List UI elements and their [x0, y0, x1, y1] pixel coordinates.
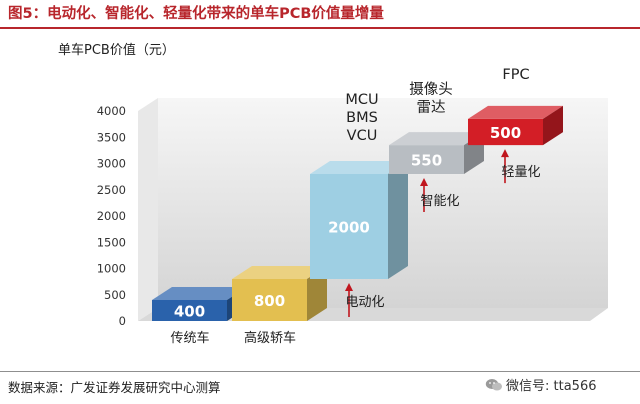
data-source-note: 数据来源：广发证券发展研究中心测算: [8, 380, 221, 395]
y-tick-label-500: 500: [104, 288, 126, 302]
y-tick-label-1500: 1500: [97, 235, 126, 249]
bar-3: 2000 MCU BMS VCU: [310, 92, 408, 317]
y-axis-ticks: 0 500 1000 1500 2000 2500 3000 3500 4000: [97, 104, 126, 328]
bar-top-5: [468, 105, 563, 119]
bar-front-3: [310, 174, 388, 279]
y-tick-label-2000: 2000: [97, 209, 126, 223]
bar-value-label-1: 400: [174, 303, 205, 321]
incremental-pcb-value-chart: 单车PCB价值（元） 0 500 1000 1500 2000 2500 3000 3500 4…: [58, 42, 608, 346]
component-label-4: 摄像头雷达: [409, 81, 453, 116]
chart-left-wall: [138, 98, 158, 321]
arrow-head-3: [345, 283, 353, 291]
bars-layer: 400 800 2000 MCU BMS VCU 550 摄像头雷达 500 FPC: [152, 67, 563, 321]
bar-top-1: [152, 287, 247, 300]
y-tick-label-0: 0: [119, 314, 126, 328]
arrow-head-5: [501, 149, 509, 158]
category-label-3: 电动化: [345, 295, 384, 310]
wechat-id-text: 微信号: tta566: [506, 379, 597, 394]
bar-value-label-2: 800: [254, 292, 285, 310]
bar-top-2: [232, 266, 327, 279]
bar-side-2: [307, 266, 327, 321]
category-label-5: 轻量化: [501, 165, 540, 180]
arrow-head-4: [420, 178, 428, 186]
component-label-5: FPC: [502, 67, 529, 83]
bar-side-5: [543, 105, 563, 146]
title-divider: [0, 27, 640, 29]
category-label-2: 高级轿车: [244, 330, 296, 346]
bar-value-label-4: 550: [411, 152, 442, 170]
y-tick-label-3500: 3500: [97, 130, 126, 144]
category-label-4: 智能化: [420, 194, 459, 209]
category-label-1: 传统车: [170, 330, 209, 346]
bar-front-2: [232, 279, 307, 321]
footer-divider: [0, 371, 640, 372]
y-tick-label-1000: 1000: [97, 262, 126, 276]
bar-value-label-3: 2000: [328, 219, 370, 237]
bar-front-5: [468, 118, 543, 146]
bar-1: 400: [152, 287, 247, 321]
x-axis-labels: 传统车 高级轿车 电动化 智能化 轻量化: [170, 165, 540, 346]
bar-top-3: [310, 161, 408, 174]
bar-front-1: [152, 300, 227, 321]
bar-front-4: [389, 145, 464, 174]
y-tick-label-2500: 2500: [97, 183, 126, 197]
bar-5: 500 FPC: [468, 67, 563, 184]
bar-side-3: [388, 161, 408, 279]
bar-2: 800: [232, 266, 327, 321]
wechat-icon: [485, 379, 502, 391]
figure-title: 图5：电动化、智能化、轻量化带来的单车PCB价值量增量: [8, 6, 384, 22]
bar-top-4: [389, 132, 484, 146]
component-label-3: MCU BMS VCU: [345, 92, 378, 144]
wechat-id: 微信号: tta566: [485, 377, 597, 397]
bar-value-label-5: 500: [490, 124, 521, 142]
y-tick-label-3000: 3000: [97, 157, 126, 171]
y-tick-label-4000: 4000: [97, 104, 126, 118]
y-axis-label: 单车PCB价值（元）: [58, 42, 175, 58]
